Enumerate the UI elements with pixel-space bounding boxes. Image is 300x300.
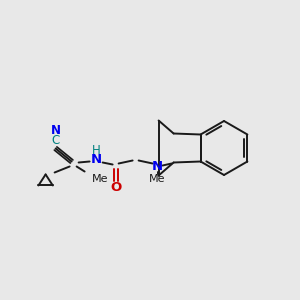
Text: N: N [91,153,102,166]
Text: H: H [92,144,101,157]
Text: N: N [51,124,61,137]
Text: Me: Me [149,175,166,184]
Text: N: N [152,160,163,173]
Text: Me: Me [92,173,108,184]
Text: C: C [52,134,60,147]
Text: O: O [110,181,121,194]
